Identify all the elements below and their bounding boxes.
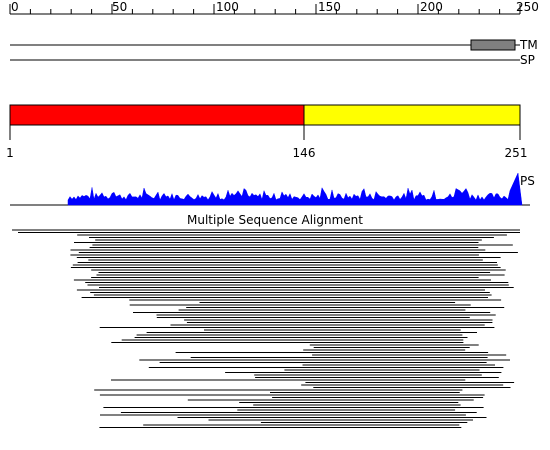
ruler-label-0: 0 [11,0,19,14]
ruler-minor-ticks [29,9,501,14]
domain-segment-2 [303,104,521,126]
domain-segment-1 [9,104,305,126]
ruler-label-150: 150 [318,0,341,14]
position-ruler: 0 50 100 150 200 250 [9,0,539,15]
profile-plot: PS [10,172,535,206]
msa-title: Multiple Sequence Alignment [187,213,363,227]
ruler-label-200: 200 [420,0,443,14]
ruler-label-50: 50 [112,0,127,14]
tm-label: TM [519,38,538,52]
domain-label-251: 251 [505,146,528,160]
msa-panel: Multiple Sequence Alignment [12,213,520,428]
feature-tracks: TM SP [10,38,538,67]
msa-alignment-lines [12,229,520,428]
domain-label-1: 1 [6,146,14,160]
profile-label: PS [520,174,535,188]
domain-label-146: 146 [293,146,316,160]
sp-label: SP [520,53,535,67]
profile-area [67,172,523,206]
ruler-label-100: 100 [216,0,239,14]
tm-segment [470,39,516,51]
ruler-label-250: 250 [516,0,539,14]
domain-bar: 1 146 251 [6,104,528,160]
